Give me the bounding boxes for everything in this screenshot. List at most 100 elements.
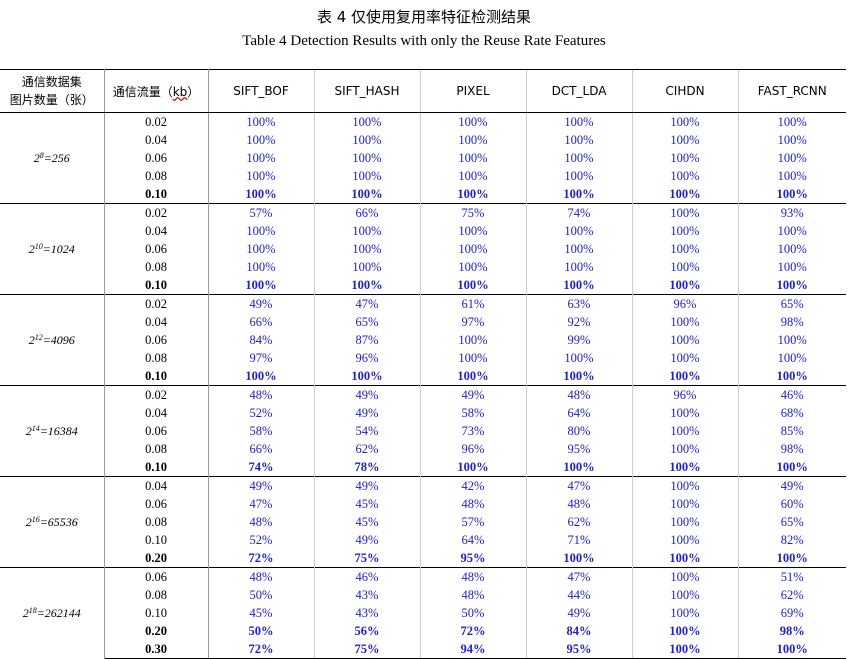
table-row: 0.10 45% 43% 50% 49% 100% 69% [0,604,846,622]
table-body: 28=256 0.02 100% 100% 100% 100% 100% 100% 0.04 10… [0,112,846,659]
detection-rate-cell: 47% [207,495,314,513]
detection-rate-cell: 50% [207,622,314,640]
detection-rate-cell: 43% [313,604,420,622]
table-row: 0.10 100% 100% 100% 100% 100% 100% [0,276,846,295]
detection-rate-cell: 49% [313,404,420,422]
table-row: 0.10 100% 100% 100% 100% 100% 100% [0,185,846,204]
table-row: 0.08 100% 100% 100% 100% 100% 100% [0,167,846,185]
detection-rate-cell: 93% [737,203,846,222]
detection-rate-cell: 52% [207,404,314,422]
detection-rate-cell: 100% [631,276,738,295]
traffic-cell: 0.10 [104,531,209,549]
detection-rate-cell: 100% [737,222,846,240]
table-row: 0.06 58% 54% 73% 80% 100% 85% [0,422,846,440]
detection-rate-cell: 96% [419,440,526,458]
detection-rate-cell: 100% [631,622,738,640]
table-row: 212=4096 0.02 49% 47% 61% 63% 96% 65% [0,294,846,386]
detection-rate-cell: 48% [419,586,526,604]
detection-rate-cell: 100% [313,131,420,149]
detection-rate-cell: 100% [419,258,526,276]
detection-rate-cell: 92% [525,313,632,331]
detection-rate-cell: 56% [313,622,420,640]
detection-rate-cell: 100% [737,549,846,568]
detection-rate-cell: 49% [737,476,846,495]
detection-rate-cell: 100% [419,149,526,167]
detection-rate-cell: 71% [525,531,632,549]
dataset-size-cell: 218=262144 [0,567,105,659]
detection-rate-cell: 96% [631,294,738,313]
detection-rate-cell: 100% [631,240,738,258]
detection-rate-cell: 100% [525,240,632,258]
detection-rate-cell: 64% [525,404,632,422]
detection-rate-cell: 100% [631,567,738,586]
detection-rate-cell: 72% [419,622,526,640]
table-row: 0.08 48% 45% 57% 62% 100% 65% [0,513,846,531]
detection-rate-cell: 100% [737,185,846,204]
traffic-cell: 0.04 [104,222,209,240]
method-header-dct-lda: DCT_LDA [525,69,632,113]
detection-rate-cell: 100% [419,222,526,240]
detection-rate-cell: 54% [313,422,420,440]
detection-rate-cell: 50% [207,586,314,604]
detection-rate-cell: 100% [631,149,738,167]
detection-rate-cell: 100% [525,549,632,568]
detection-rate-cell: 100% [631,167,738,185]
traffic-cell: 0.06 [104,422,209,440]
table-row: 0.20 50% 56% 72% 84% 100% 98% [0,622,846,640]
detection-rate-cell: 100% [207,185,314,204]
detection-rate-cell: 62% [737,586,846,604]
header-row: 通信数据集 图片数量（张） 通信流量（kb） SIFT_BOF SIFT_HAS… [0,69,846,113]
detection-rate-cell: 100% [631,604,738,622]
detection-rate-cell: 100% [631,258,738,276]
traffic-cell: 0.06 [104,331,209,349]
detection-rate-cell: 100% [737,149,846,167]
detection-rate-cell: 100% [207,240,314,258]
detection-rate-cell: 100% [737,349,846,367]
dataset-size-exponent: 8 [39,151,44,160]
detection-rate-cell: 58% [207,422,314,440]
traffic-cell: 0.04 [104,404,209,422]
detection-rate-cell: 95% [419,549,526,568]
detection-rate-cell: 72% [207,549,314,568]
detection-rate-cell: 100% [313,167,420,185]
table-row: 0.04 66% 65% 97% 92% 100% 98% [0,313,846,331]
detection-rate-cell: 72% [207,640,314,659]
detection-rate-cell: 100% [737,112,846,131]
detection-rate-cell: 100% [737,458,846,477]
table-row: 218=262144 0.06 48% 46% 48% 47% 100% 51% [0,567,846,659]
detection-rate-cell: 48% [525,495,632,513]
detection-rate-cell: 100% [631,549,738,568]
detection-rate-cell: 45% [313,513,420,531]
traffic-cell: 0.10 [104,276,209,295]
detection-rate-cell: 47% [525,476,632,495]
results-table: 通信数据集 图片数量（张） 通信流量（kb） SIFT_BOF SIFT_HAS… [0,69,846,659]
detection-rate-cell: 100% [207,149,314,167]
detection-rate-cell: 100% [737,276,846,295]
detection-rate-cell: 100% [419,167,526,185]
detection-rate-cell: 44% [525,586,632,604]
table-title-english: Table 4 Detection Results with only the … [242,33,606,49]
detection-rate-cell: 84% [207,331,314,349]
traffic-cell: 0.10 [104,604,209,622]
table-row: 0.10 52% 49% 64% 71% 100% 82% [0,531,846,549]
detection-rate-cell: 61% [419,294,526,313]
dataset-size-base: 2 [25,515,32,529]
detection-rate-cell: 100% [631,222,738,240]
detection-rate-cell: 100% [737,131,846,149]
detection-rate-cell: 47% [525,567,632,586]
detection-rate-cell: 75% [313,640,420,659]
traffic-cell: 0.20 [104,622,209,640]
method-header-sift-bof: SIFT_BOF [207,69,314,113]
detection-rate-cell: 49% [419,385,526,404]
dataset-size-cell: 28=256 [0,112,105,204]
table-row: 216=65536 0.04 49% 49% 42% 47% 100% 49% [0,476,846,568]
detection-rate-cell: 100% [419,240,526,258]
table-row: 0.08 66% 62% 96% 95% 100% 98% [0,440,846,458]
method-header-pixel: PIXEL [419,69,526,113]
detection-rate-cell: 100% [631,313,738,331]
method-header-sift-hash: SIFT_HASH [313,69,420,113]
traffic-cell: 0.10 [104,367,209,386]
detection-rate-cell: 100% [631,367,738,386]
detection-rate-cell: 49% [207,476,314,495]
detection-rate-cell: 100% [631,112,738,131]
